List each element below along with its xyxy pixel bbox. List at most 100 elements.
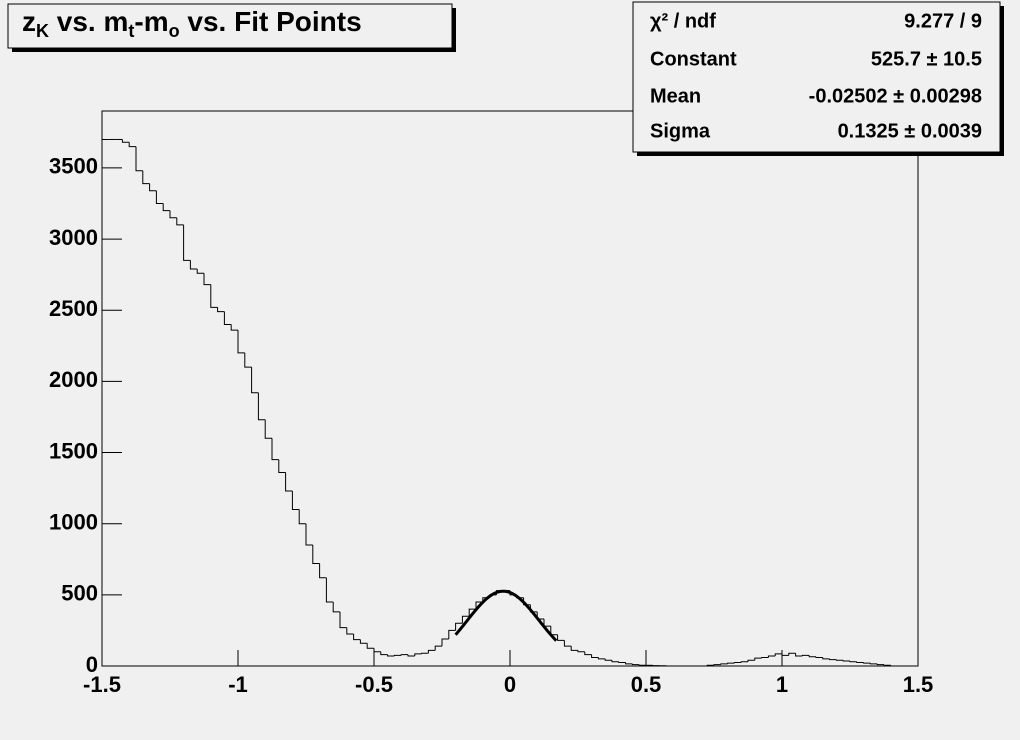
histogram-bin [319,563,327,579]
histogram-bin [400,654,408,656]
histogram-bin [577,650,585,653]
x-tick-label: 0 [504,672,516,697]
histogram-bin [312,545,320,565]
histogram-bin [278,459,286,473]
stat-label: Sigma [650,120,711,142]
histogram-bin [257,392,266,421]
title-part: z [22,6,36,37]
y-tick-label: 0 [86,652,98,677]
stats-box [632,1,1001,153]
histogram-bin [835,659,844,661]
histogram-bin [523,597,531,606]
histogram-bin [604,658,612,661]
histogram-bin [468,608,476,617]
histogram-bin [421,652,429,654]
histogram-bin [264,419,272,439]
histogram-bin [461,615,470,624]
histogram-bin [346,627,354,635]
histogram-bin [407,654,415,657]
histogram-bin [387,654,395,657]
histogram-bin [570,646,578,651]
stat-value: 9.277 / 9 [904,10,982,32]
histogram-bin [863,662,871,664]
title-box [7,3,453,49]
y-tick-label: 1500 [49,438,98,463]
histogram-bin [842,660,850,662]
y-tick-label: 1000 [49,510,98,535]
histogram-bin [366,643,374,649]
histogram-bin [856,661,864,663]
x-tick-label: 0.5 [631,672,662,697]
stats: χ² / ndf 9.277 / 9 Constant 525.7 ± 10.5 Mea… [650,10,982,142]
histogram-bin [890,665,898,667]
histogram-bin [597,657,606,660]
histogram-bin [414,653,422,657]
histogram-bin [557,634,565,641]
histogram-bin [733,661,742,664]
histogram-bin [162,203,170,212]
title-sub: K [36,21,49,41]
histogram-bin [271,438,279,461]
histogram-bin [876,663,884,666]
histogram-bin [448,629,456,639]
histogram-bin [230,324,238,331]
histogram-bin [196,268,204,274]
histogram-bin [591,654,599,658]
histogram-bin [747,659,755,662]
histogram-bin [788,652,796,656]
histogram-bin [740,661,748,663]
histogram-bin [332,601,340,613]
histogram-bin [359,639,368,644]
histogram-bin [767,655,776,658]
y-tick-label: 3500 [49,154,98,179]
histogram-bin [706,664,714,666]
histogram-bin [251,367,259,394]
histogram-bin [135,146,143,172]
histogram-bin [121,139,130,143]
stat-label: χ² / ndf [650,10,716,32]
histogram-bin [713,664,721,666]
histogram-bin [237,330,245,354]
title-sub: o [169,21,180,41]
histogram-bin [631,663,640,666]
histogram-bin [291,490,300,510]
histogram-bin [189,260,198,270]
histogram-bin [801,654,810,657]
stat-value: 0.1325 ± 0.0039 [838,120,982,142]
histogram-bin [128,142,136,148]
title-sub: t [128,21,134,41]
histogram-bin [618,661,626,663]
y-tick-label: 2000 [49,367,98,392]
histogram-bin [611,660,619,663]
histogram-bin [869,663,878,665]
y-tick-label: 2500 [49,296,98,321]
histogram-bin [761,656,769,659]
histogram-bin [563,640,572,647]
histogram-bin [393,654,402,657]
x-tick-label: 1.5 [903,672,934,697]
histogram-bin [353,633,361,641]
title-part: -m [134,6,168,37]
histogram-bin [427,649,436,654]
x-tick-label: -1 [228,672,248,697]
histogram-bin [298,509,306,525]
histogram-bin [829,658,837,661]
x-tick-label: 1 [776,672,788,697]
histogram-bin [149,183,157,192]
histogram-bin [285,472,293,492]
histogram-bin [434,645,442,651]
histogram-bin [223,311,232,325]
stat-label: Constant [650,48,737,70]
title-part: vs. m [49,6,128,37]
histogram-bin [244,352,252,368]
histogram-bin [373,648,381,653]
histogram-bin [727,662,735,664]
histogram-bin [808,655,816,658]
histogram-bin [101,138,109,666]
histogram-bin [176,217,184,226]
histogram-bin [217,307,225,313]
histogram-bin [883,664,891,666]
x-tick-label: -1.5 [83,672,121,697]
stat-value: -0.02502 ± 0.00298 [809,85,982,107]
